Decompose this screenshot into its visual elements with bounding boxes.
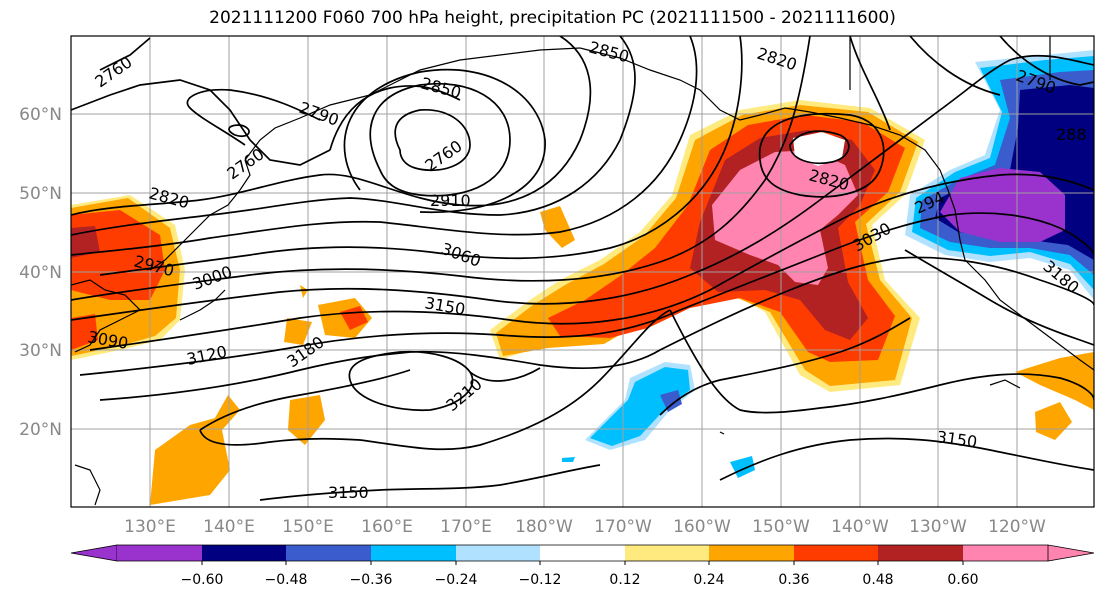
colorbar-tick-label: 0.24 [693,572,724,588]
contour-label: 3150 [935,427,978,451]
lon-label: 140°W [831,517,889,537]
lon-label: 150°W [752,517,810,537]
lon-label: 120°W [988,517,1046,537]
colorbar-tick-label: 0.36 [778,572,809,588]
colorbar-extend-max [1047,544,1095,562]
lat-label: 40°N [19,263,62,283]
colorbar-segment [794,545,878,561]
contour-label: 2820 [147,184,191,213]
contour-label: 3150 [423,293,466,319]
lat-label: 20°N [19,420,62,440]
precip-region-pink [712,150,858,285]
colorbar-segment [709,545,794,561]
contour-label: 2760 [91,52,135,91]
colorbar-segment [456,545,540,561]
colorbar-tick-label: 0.12 [609,572,640,588]
lon-label: 160°E [361,517,413,537]
lon-label: 130°W [909,517,967,537]
colorbar-tick-label: −0.60 [181,572,224,588]
colorbar-segment [117,545,202,561]
precip-region-violet [940,168,1065,242]
colorbar-tick-label: −0.24 [435,572,478,588]
contour-label: 2790 [297,98,342,130]
graticule [71,36,1094,507]
contour-label: 3060 [439,239,484,271]
lat-label: 50°N [19,184,62,204]
colorbar-segment [202,545,286,561]
latitude-labels: 60°N 50°N 40°N 30°N 20°N [19,105,62,440]
contour-label: 2910 [430,191,471,210]
colorbar-segment [286,545,371,561]
colorbar-segment [371,545,456,561]
colorbar: −0.60 −0.48 −0.36 −0.24 −0.12 0.12 0.24 … [70,544,1095,588]
lon-label: 160°W [673,517,731,537]
precip-fill-layer [71,50,1094,505]
contour-label: 3000 [190,262,235,294]
contour-label: 3120 [185,342,229,369]
height-contours [71,36,1094,501]
lon-label: 170°E [440,517,492,537]
colorbar-tick-label: −0.12 [519,572,562,588]
colorbar-extend-min [70,544,118,562]
lon-label: 170°W [594,517,652,537]
contour-label: 288 [1056,125,1087,144]
colorbar-tick-label: 0.60 [947,572,978,588]
lat-label: 30°N [19,341,62,361]
contour-label: 2820 [755,44,800,75]
colorbar-segment [963,545,1048,561]
figure-title: 2021111200 F060 700 hPa height, precipit… [209,8,896,28]
colorbar-segment [540,545,625,561]
colorbar-tick-label: −0.36 [350,572,393,588]
lon-label: 180°W [515,517,573,537]
contour-label: 3210 [442,374,485,415]
lon-label: 130°E [124,517,176,537]
contour-label: 2850 [419,74,463,103]
lon-label: 140°E [203,517,255,537]
contour-label: 3150 [328,483,369,502]
map-frame [70,35,1095,508]
lon-label: 150°E [282,517,334,537]
colorbar-segment [625,545,709,561]
lat-label: 60°N [19,105,62,125]
colorbar-tick-label: −0.48 [265,572,308,588]
longitude-labels: 130°E 140°E 150°E 160°E 170°E 180°W 170°… [124,517,1046,537]
colorbar-segment [878,545,963,561]
colorbar-tick-label: 0.48 [862,572,893,588]
